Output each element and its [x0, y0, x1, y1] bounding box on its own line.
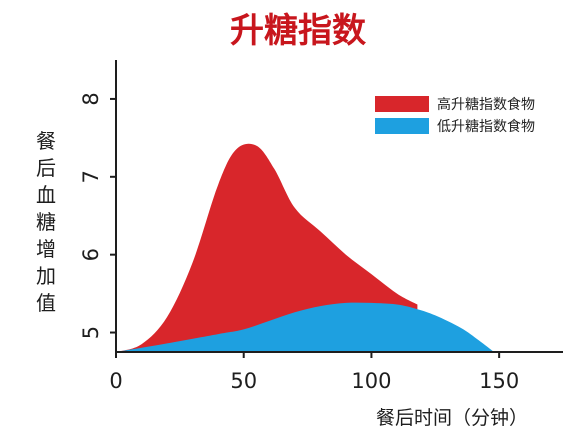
legend-swatch-low-gi — [375, 118, 429, 134]
y-tick-label: 8 — [79, 92, 103, 105]
y-axis-label-char: 后 — [36, 156, 56, 180]
series-high-gi-area — [116, 143, 418, 352]
x-tick-label: 50 — [230, 369, 257, 393]
chart-title: 升糖指数 — [230, 11, 366, 51]
legend-label-high-gi: 高升糖指数食物 — [437, 96, 535, 113]
y-tick-label: 5 — [79, 326, 103, 339]
y-tick-label: 7 — [79, 170, 103, 183]
legend-swatch-high-gi — [375, 96, 429, 112]
y-axis-ticks: 5 6 7 8 — [79, 92, 116, 339]
y-axis-label-char: 糖 — [36, 210, 56, 234]
y-axis-label-char: 加 — [36, 264, 56, 288]
x-axis-label: 餐后时间（分钟） — [376, 407, 528, 429]
y-axis-label-char: 增 — [36, 237, 56, 261]
legend-label-low-gi: 低升糖指数食物 — [437, 118, 535, 135]
x-tick-label: 0 — [109, 369, 122, 393]
legend: 高升糖指数食物 低升糖指数食物 — [375, 96, 535, 135]
y-tick-label: 6 — [79, 248, 103, 261]
series-low-gi-area — [116, 302, 494, 352]
y-axis-label-char: 值 — [36, 291, 56, 315]
x-tick-label: 150 — [479, 369, 519, 393]
y-axis-label-char: 血 — [36, 183, 56, 207]
x-axis-ticks: 0 50 100 150 — [109, 352, 519, 393]
x-tick-label: 100 — [351, 369, 391, 393]
plot-area — [116, 143, 494, 352]
y-axis-label-char: 餐 — [36, 129, 56, 153]
